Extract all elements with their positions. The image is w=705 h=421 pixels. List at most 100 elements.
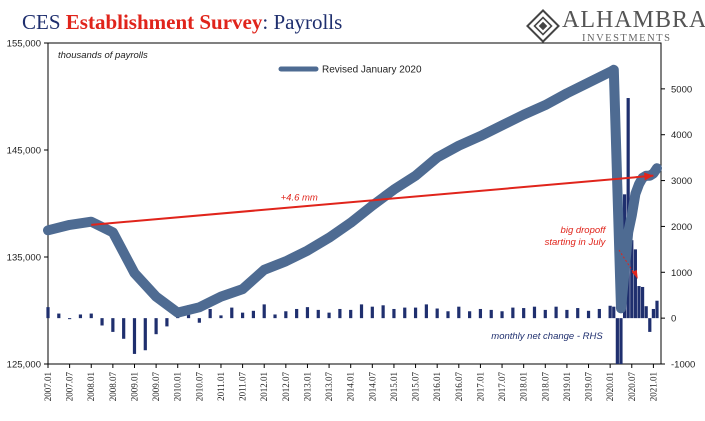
net-change-bar xyxy=(327,312,331,319)
annotation-monthly-net-change: monthly net change - RHS xyxy=(491,331,603,342)
net-change-bar xyxy=(468,311,472,319)
x-axis-tick-label: 2010.07 xyxy=(194,372,204,402)
net-change-bar xyxy=(381,305,385,319)
x-axis-tick-label: 2009.01 xyxy=(129,372,139,401)
x-axis-tick-label: 2012.07 xyxy=(281,372,291,402)
net-change-bar xyxy=(612,306,616,319)
net-change-bar xyxy=(648,318,652,332)
net-change-bar xyxy=(608,305,612,319)
logo-name: ALHAMBRA xyxy=(562,7,705,33)
net-change-bar xyxy=(522,308,526,319)
annotation-arrow-head xyxy=(644,172,654,181)
net-change-bar xyxy=(413,307,418,319)
x-axis-tick-label: 2013.07 xyxy=(324,372,334,402)
x-axis-tick-label: 2012.01 xyxy=(259,372,269,401)
net-change-bar xyxy=(132,318,137,354)
diamond-knot-icon xyxy=(526,9,560,43)
x-axis-tick-label: 2018.07 xyxy=(540,372,550,402)
annotation-plus-4-6-mm: +4.6 mm xyxy=(281,193,318,204)
x-axis-tick-label: 2015.07 xyxy=(411,372,421,402)
net-change-bar xyxy=(633,249,637,319)
net-change-bar xyxy=(403,307,407,319)
net-change-bar xyxy=(543,309,547,319)
x-axis-tick-label: 2009.07 xyxy=(151,372,161,402)
right-axis-tick-label: -1000 xyxy=(671,360,695,371)
net-change-bar xyxy=(532,306,537,319)
annotation-arrow-line xyxy=(91,174,654,226)
net-change-bar xyxy=(500,311,504,319)
chart-title: CES Establishment Survey: Payrolls xyxy=(22,10,342,35)
net-change-bar xyxy=(511,307,515,319)
x-axis-tick-label: 2019.07 xyxy=(584,372,594,402)
net-change-bar xyxy=(68,318,72,320)
net-change-bar xyxy=(78,314,83,319)
right-axis-tick-label: 4000 xyxy=(671,130,692,141)
left-axis-tick-label: 135,000 xyxy=(7,253,41,264)
net-change-bar xyxy=(457,306,461,319)
x-axis-tick-label: 2015.01 xyxy=(389,372,399,401)
net-change-bar xyxy=(57,313,61,319)
net-change-bar xyxy=(489,309,493,319)
plot-frame xyxy=(47,42,662,365)
legend-label: Revised January 2020 xyxy=(322,65,422,76)
x-axis-tick-label: 2013.01 xyxy=(302,372,312,401)
net-change-bar xyxy=(219,315,223,319)
net-change-bar xyxy=(305,307,310,319)
x-axis-tick-label: 2010.01 xyxy=(173,372,183,401)
net-change-bar xyxy=(630,240,634,319)
net-change-bar xyxy=(435,308,439,319)
x-axis-tick-label: 2017.01 xyxy=(475,372,485,401)
x-axis-tick-label: 2008.01 xyxy=(86,372,96,401)
net-change-bar xyxy=(644,306,648,319)
net-change-bar xyxy=(122,318,126,339)
title-suffix: : Payrolls xyxy=(262,10,343,34)
net-change-bar xyxy=(640,286,645,319)
brand-logo: ALHAMBRA INVESTMENTS xyxy=(524,6,705,50)
right-axis-tick-label: 1000 xyxy=(671,268,692,279)
x-axis-tick-label: 2019.01 xyxy=(562,372,572,401)
net-change-bar xyxy=(576,308,580,319)
x-axis-tick-label: 2007.01 xyxy=(43,372,53,401)
title-prefix: CES xyxy=(22,10,66,34)
net-change-bar xyxy=(597,308,601,319)
net-change-bar xyxy=(392,308,396,319)
x-axis-tick-label: 2008.07 xyxy=(108,372,118,402)
net-change-bar xyxy=(565,309,569,319)
annotation-big-dropoff: big dropoff xyxy=(561,225,607,236)
net-change-bar xyxy=(615,318,619,364)
net-change-bar xyxy=(197,318,201,323)
series-line-revised-january-2020 xyxy=(43,64,662,318)
right-axis-tick-label: 3000 xyxy=(671,176,692,187)
net-change-bar xyxy=(143,318,147,351)
x-axis-tick-label: 2014.07 xyxy=(367,372,377,402)
annotation-starting-in-july: starting in July xyxy=(545,237,607,248)
title-highlight: Establishment Survey xyxy=(65,10,263,34)
net-change-bar xyxy=(338,308,342,319)
net-change-bar xyxy=(554,306,558,319)
x-axis-tick-label: 2020.01 xyxy=(605,372,615,401)
net-change-bar xyxy=(262,304,266,319)
net-change-bar xyxy=(651,308,655,319)
net-change-bar xyxy=(251,310,256,319)
units-note: thousands of payrolls xyxy=(58,50,148,61)
net-change-bar xyxy=(349,309,353,319)
x-axis-tick-label: 2014.01 xyxy=(346,372,356,401)
x-axis-tick-label: 2020.07 xyxy=(627,372,637,402)
net-change-bar xyxy=(586,310,591,319)
net-change-bar xyxy=(478,308,483,319)
x-axis-tick-label: 2007.07 xyxy=(65,372,75,402)
left-axis-tick-label: 145,000 xyxy=(7,146,41,157)
net-change-bar xyxy=(89,313,93,319)
net-change-bar xyxy=(165,318,169,327)
x-axis-tick-label: 2016.07 xyxy=(454,372,464,402)
net-change-bar xyxy=(619,318,623,364)
net-change-bar xyxy=(359,304,364,319)
net-change-bar xyxy=(370,306,374,319)
net-change-bar xyxy=(424,304,428,319)
net-change-bar xyxy=(637,286,641,319)
right-axis-tick-label: 2000 xyxy=(671,222,692,233)
x-axis-tick-label: 2017.07 xyxy=(497,372,507,402)
logo-subtitle: INVESTMENTS xyxy=(582,33,672,44)
annotation-dropoff-pointer-head xyxy=(631,270,638,279)
